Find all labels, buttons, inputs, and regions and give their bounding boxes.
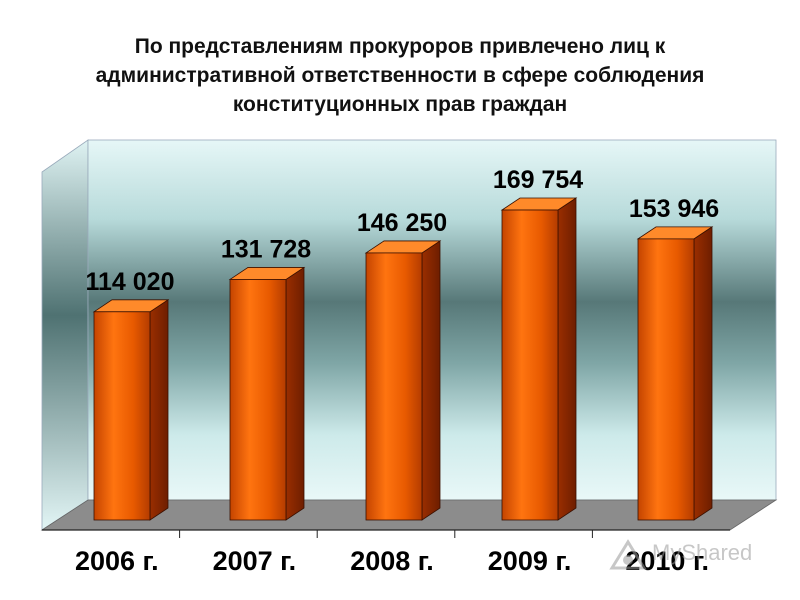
data-label: 169 754: [493, 166, 583, 194]
bar-front-face: [501, 209, 559, 521]
bar-2006г: [92, 299, 170, 521]
x-tick-label: 2007 г.: [213, 546, 297, 576]
x-tick-label: 2006 г.: [75, 546, 159, 576]
bar-2010г: [636, 226, 714, 521]
chart-title: По представлениям прокуроров привлечено …: [95, 35, 705, 116]
x-tick-label: 2008 г.: [350, 546, 434, 576]
bar-side-face: [421, 240, 441, 521]
bar-side-face: [149, 299, 169, 521]
data-label: 131 728: [221, 235, 311, 263]
bar-front-face: [229, 279, 287, 521]
x-tick-label: 2009 г.: [488, 546, 572, 576]
x-tick-label: 2010 г.: [625, 546, 709, 576]
bar-2009г: [500, 197, 578, 521]
bar-front-face: [93, 311, 151, 521]
left-side-wall: [41, 139, 89, 531]
bar-2008г: [364, 240, 442, 521]
bar-side-face: [557, 197, 577, 521]
data-label: 153 946: [629, 195, 719, 223]
data-label: 114 020: [86, 268, 175, 296]
bar-2007г: [228, 266, 306, 521]
bar-side-face: [285, 266, 305, 521]
data-label: 146 250: [357, 209, 447, 237]
bar-front-face: [637, 238, 695, 521]
bar-side-face: [693, 226, 713, 521]
bar-front-face: [365, 252, 423, 521]
